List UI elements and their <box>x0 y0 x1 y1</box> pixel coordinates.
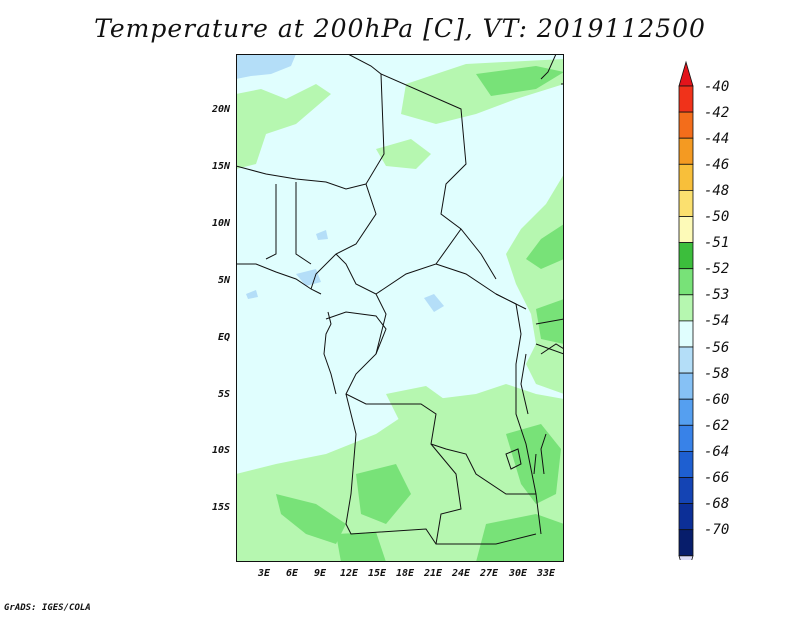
colorbar-swatch <box>678 111 694 139</box>
lon-label-27e: 27E <box>479 568 499 579</box>
lat-label-15s: 15S <box>211 502 230 513</box>
lon-label-30e: 30E <box>508 568 528 579</box>
lat-label-10n: 10N <box>211 218 230 229</box>
lat-label-15n: 15N <box>211 161 230 172</box>
colorbar-swatch <box>678 163 694 191</box>
colorbar-swatch <box>678 189 694 217</box>
colorbar-swatch <box>678 294 694 322</box>
colorbar-swatch <box>678 398 694 426</box>
colorbar-swatch <box>678 477 694 505</box>
shade-green-south-bottom <box>336 532 386 562</box>
colorbar-label-m56: -56 <box>704 340 730 356</box>
lon-label-9e: 9E <box>313 568 327 579</box>
lat-label-5n: 5N <box>217 275 230 286</box>
colorbar-swatch <box>678 137 694 165</box>
colorbar-swatch <box>678 242 694 270</box>
lat-label-eq: EQ <box>217 332 230 343</box>
colorbar-top-arrow <box>678 60 694 87</box>
colorbar-label-m53: -53 <box>704 287 730 303</box>
colorbar-swatch <box>678 450 694 478</box>
colorbar-label-m44: -44 <box>704 131 730 147</box>
shade-lightblue-coast <box>296 269 321 286</box>
shade-green-east-1 <box>526 224 564 269</box>
colorbar-swatch <box>678 372 694 400</box>
colorbar-label-m68: -68 <box>704 496 730 512</box>
lon-label-24e: 24E <box>451 568 471 579</box>
shade-lightgreen-west <box>236 84 331 169</box>
grads-credit: GrADS: IGES/COLA <box>4 603 91 613</box>
colorbar-label-m54: -54 <box>704 313 730 329</box>
colorbar-label-m40: -40 <box>704 79 730 95</box>
shade-lightblue-nw <box>236 54 296 79</box>
colorbar-swatch <box>678 268 694 296</box>
lat-label-10s: 10S <box>211 445 230 456</box>
colorbar-label-m46: -46 <box>704 157 730 173</box>
colorbar-swatch <box>678 424 694 452</box>
colorbar-swatch <box>678 216 694 244</box>
lat-label-20n: 20N <box>211 104 230 115</box>
lon-label-3e: 3E <box>257 568 271 579</box>
colorbar-label-m48: -48 <box>704 183 730 199</box>
shade-lightblue-west <box>246 290 258 299</box>
shade-lightblue-spot <box>316 230 328 240</box>
lon-label-15e: 15E <box>367 568 387 579</box>
lon-label-33e: 33E <box>536 568 556 579</box>
lon-label-18e: 18E <box>395 568 415 579</box>
colorbar-label-m51: -51 <box>704 235 730 251</box>
colorbar-swatch <box>678 85 694 113</box>
colorbar <box>678 60 694 560</box>
colorbar-label-m64: -64 <box>704 444 730 460</box>
colorbar-swatch <box>678 529 694 557</box>
colorbar-label-m52: -52 <box>704 261 730 277</box>
colorbar-bottom-arrow <box>678 555 694 560</box>
map-panel <box>235 53 565 562</box>
chart-title: Temperature at 200hPa [C], VT: 201911250… <box>94 14 706 43</box>
shade-lightgreen-center-north <box>376 139 431 169</box>
colorbar-label-m42: -42 <box>704 105 730 121</box>
shade-green-south-west <box>276 494 346 544</box>
colorbar-label-m62: -62 <box>704 418 730 434</box>
lat-label-5s: 5S <box>217 389 230 400</box>
colorbar-swatch <box>678 503 694 531</box>
colorbar-label-m60: -60 <box>704 392 730 408</box>
colorbar-label-m58: -58 <box>704 366 730 382</box>
colorbar-label-m50: -50 <box>704 209 730 225</box>
shade-lightblue-lake <box>424 294 444 312</box>
country-borders <box>235 53 565 545</box>
lon-label-6e: 6E <box>285 568 299 579</box>
shade-green-north <box>476 66 564 96</box>
colorbar-swatch <box>678 346 694 374</box>
temperature-map <box>235 53 565 562</box>
lon-label-21e: 21E <box>423 568 443 579</box>
colorbar-swatch <box>678 320 694 348</box>
shade-green-south-east <box>506 424 561 504</box>
map-frame <box>236 54 564 562</box>
colorbar-label-m66: -66 <box>704 470 730 486</box>
lon-label-12e: 12E <box>339 568 359 579</box>
colorbar-label-m70: -70 <box>704 522 730 538</box>
shade-green-south-center <box>356 464 411 524</box>
shade-lightgreen-center-south <box>386 386 451 424</box>
